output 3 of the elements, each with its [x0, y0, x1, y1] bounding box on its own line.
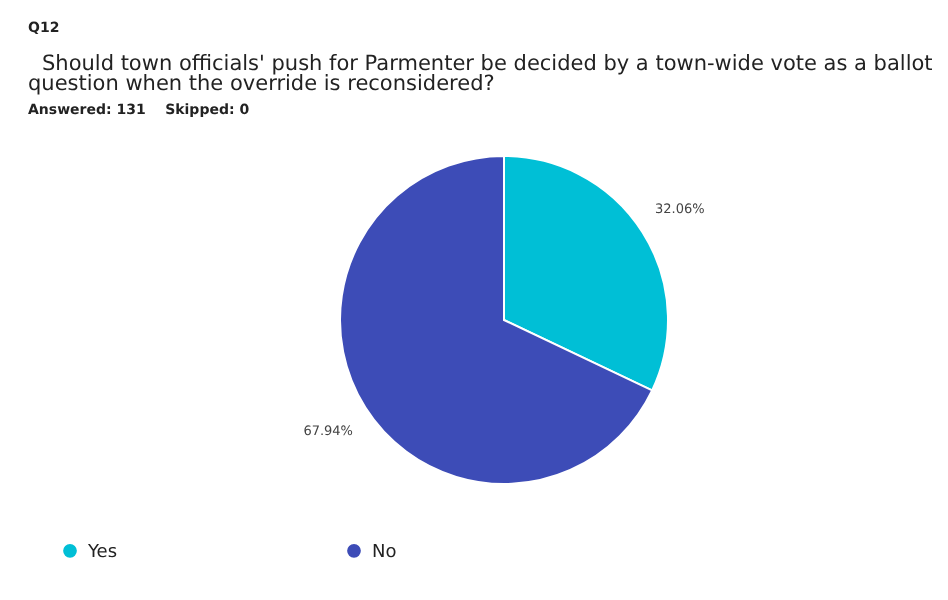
legend-label: Yes [86, 542, 118, 563]
legend-label: No [372, 542, 398, 563]
chart-subtitle: Should town officials' push for Parmenter be decided by a town-wide vote as a ballot question when the override is reconsidered? [28, 52, 935, 96]
